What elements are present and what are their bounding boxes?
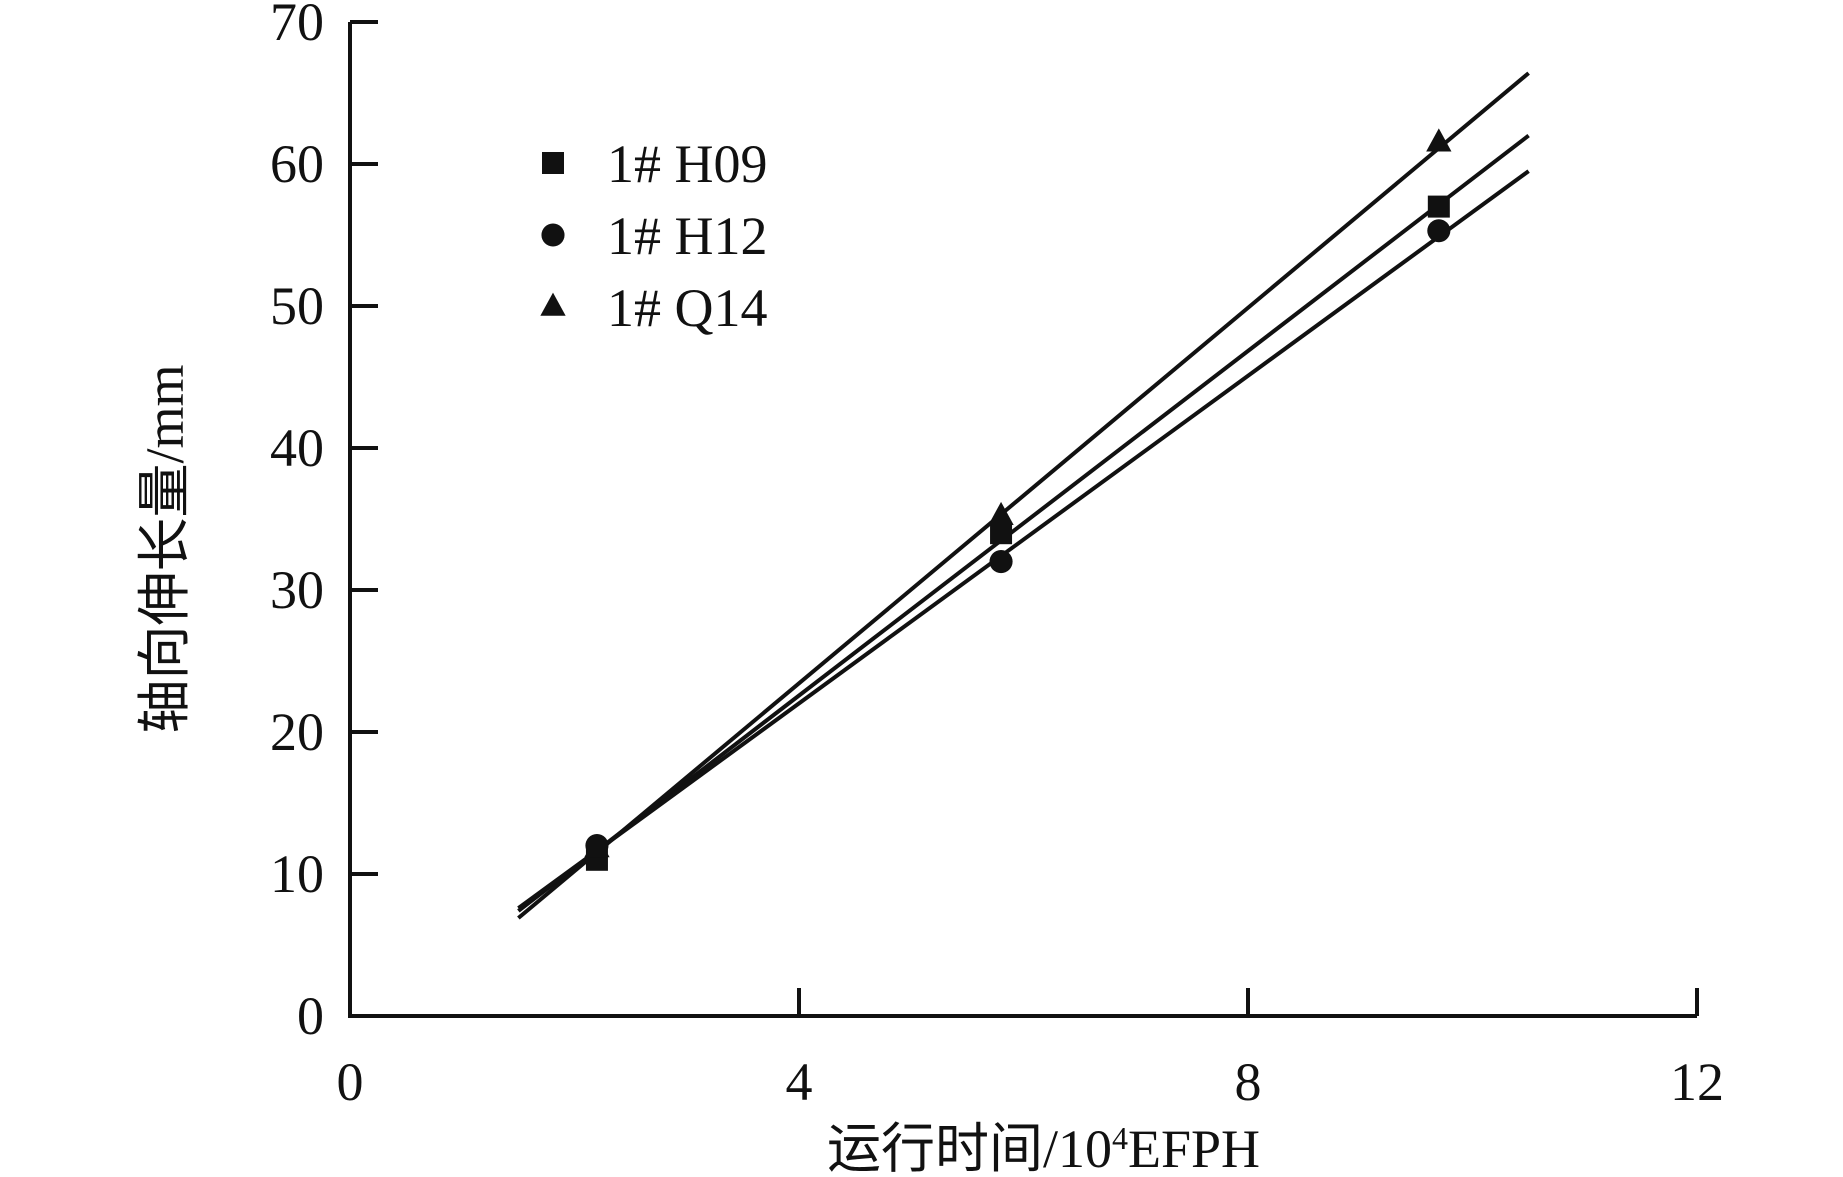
fit-lines [517,71,1530,920]
x-tick-label: 0 [337,1052,364,1112]
data-point-triangle [584,834,610,858]
fit-line-triangle [517,71,1530,920]
y-axis-title: 轴向伸长量/mm [135,364,195,733]
x-axis-title-suffix: EFPH [1128,1119,1260,1177]
y-tick-label: 70 [270,0,324,52]
y-tick-label: 10 [270,844,324,904]
fit-line-circle [517,169,1530,910]
ticks: 0 4 8 12 0 10 20 30 40 50 60 70 [270,0,1724,1112]
legend-marker-square [542,152,564,174]
y-tick-label: 30 [270,560,324,620]
legend-label: 1# H09 [607,134,768,194]
y-tick-label: 20 [270,702,324,762]
legend-label: 1# Q14 [607,278,768,338]
x-axis-title-main: 运行时间/10 [827,1119,1112,1177]
y-tick-label: 40 [270,418,324,478]
x-tick-label: 12 [1670,1052,1724,1112]
data-point-square [990,522,1013,545]
legend-marker-triangle [540,292,566,316]
y-tick-label: 60 [270,134,324,194]
data-point-square [1427,195,1450,218]
data-point-circle [1427,219,1451,243]
legend-label: 1# H12 [607,206,768,266]
x-axis-title: 运行时间/104EFPH [827,1119,1260,1177]
data-point-triangle [988,501,1014,525]
axes [348,22,1697,1018]
data-points [584,128,1452,871]
legend: 1# H09 1# H12 1# Q14 [540,134,768,338]
data-point-triangle [1426,128,1452,152]
fit-line-square [517,134,1530,913]
data-point-circle [989,550,1013,574]
x-tick-label: 4 [786,1052,813,1112]
y-tick-label: 50 [270,276,324,336]
legend-marker-circle [541,223,565,247]
x-axis-title-superscript: 4 [1112,1120,1128,1156]
y-tick-label: 0 [297,986,324,1046]
x-tick-label: 8 [1235,1052,1262,1112]
